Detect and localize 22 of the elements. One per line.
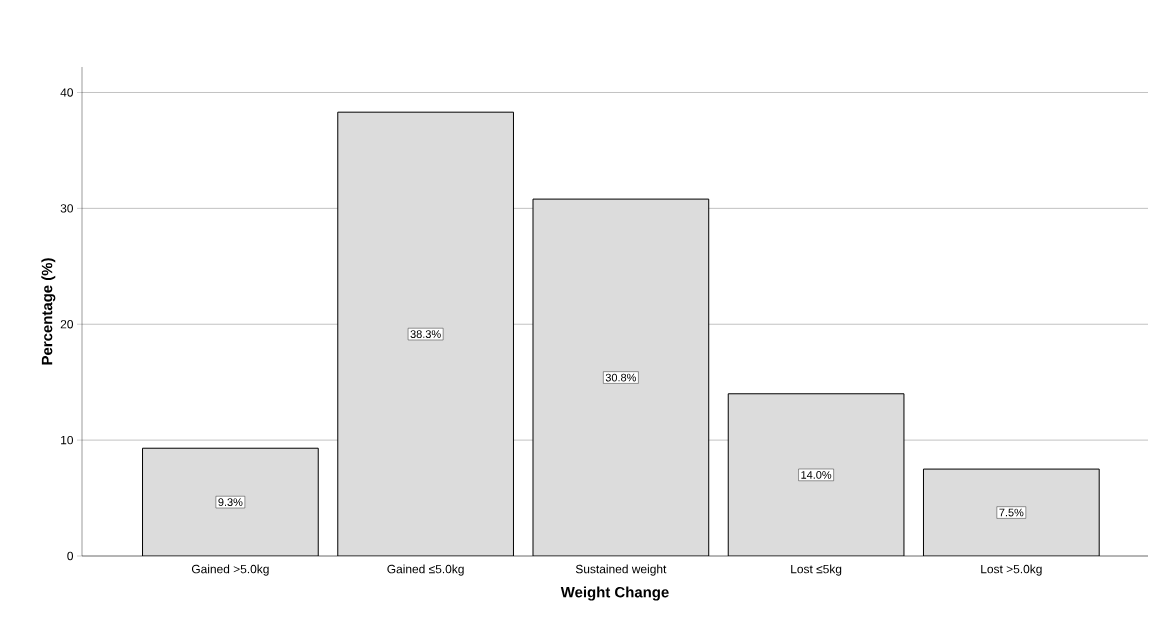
data-label: 9.3% [218,498,243,506]
y-tick-label: 10 [61,435,74,445]
x-tick-label: Lost ≤5kg [791,564,842,576]
data-label: 38.3% [410,330,441,338]
y-tick-label: 0 [67,551,74,561]
bar [727,393,905,556]
x-tick-label: Gained >5.0kg [191,564,269,576]
x-tick-label: Sustained weight [575,564,667,576]
y-axis-title: Percentage (%) [41,258,56,365]
bar [922,468,1100,556]
x-tick-label: Lost >5.0kg [981,564,1042,576]
bar [532,198,710,556]
data-label: 30.8% [605,373,636,382]
y-tick-label: 20 [60,320,74,329]
x-tick-label: Gained ≤5.0kg [387,564,464,576]
bar [337,111,514,556]
bar [142,447,319,556]
data-label: 14.0% [801,471,832,479]
x-axis-title: Weight Change [560,586,669,601]
y-tick-label: 40 [60,88,74,97]
data-label: 7.5% [999,508,1024,517]
y-tick-label: 30 [60,204,74,213]
